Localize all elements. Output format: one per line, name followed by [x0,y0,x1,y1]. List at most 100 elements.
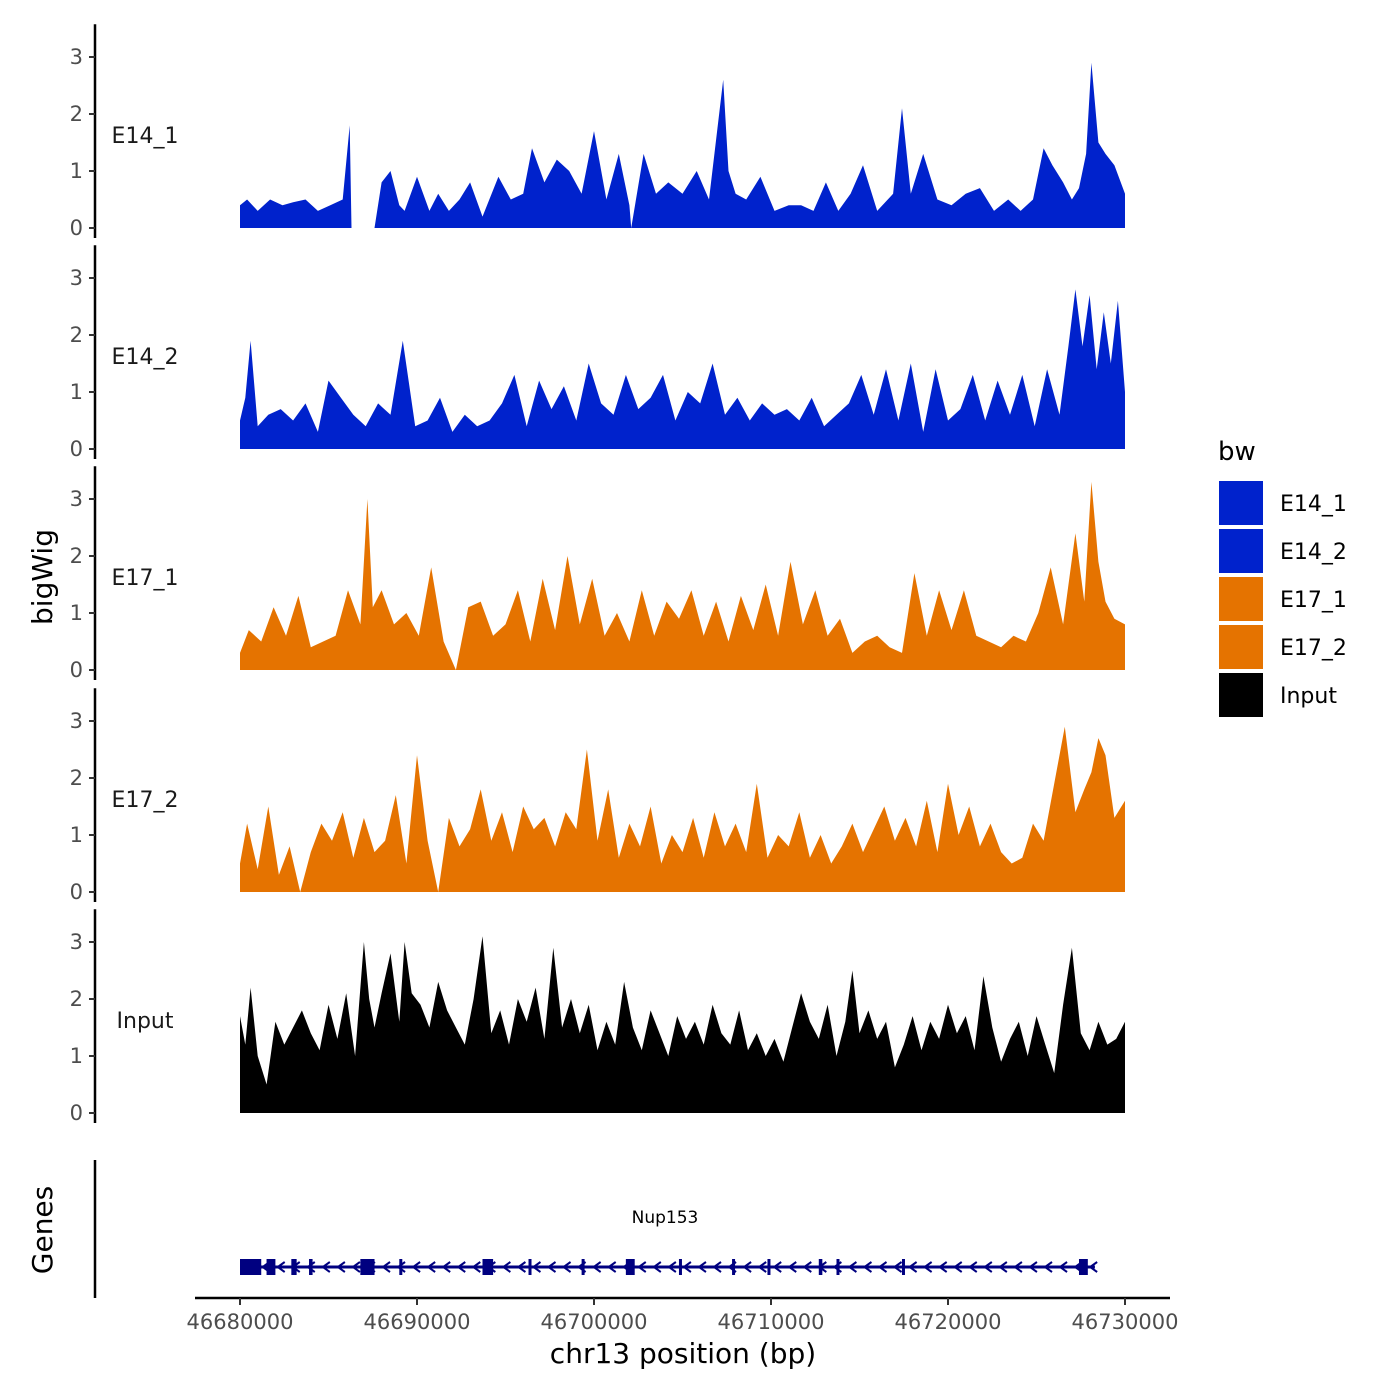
y-tick-label-Input-0: 0 [70,1101,83,1125]
legend-key-E14_1 [1219,481,1263,525]
strand-arrow [1028,1261,1038,1273]
legend-key-E17_2 [1219,625,1263,669]
y-tick-label-E17_1-3: 3 [70,487,83,511]
strand-arrow [922,1261,933,1273]
track-E14_2: 0 1 2 3 E14_2 [70,245,1125,461]
strand-arrow [742,1261,752,1273]
legend-label-E14_1: E14_1 [1280,492,1347,517]
exon-9 [581,1259,585,1275]
track-area-Input [240,936,1125,1113]
exon-12 [732,1259,736,1275]
exon-4 [309,1259,313,1275]
y-tick-label-E14_1-2: 2 [70,102,83,126]
y-tick-label-E17_1-0: 0 [70,658,83,682]
exon-11 [678,1259,682,1275]
x-tick-label-1: 46690000 [364,1310,471,1334]
strand-arrow [275,1261,286,1273]
track-label-E17_2: E17_2 [112,788,179,813]
y-tick-label-E17_2-3: 3 [70,709,83,733]
strand-arrow [441,1261,451,1273]
genes-track-title: Genes [26,1186,59,1274]
exon-13 [767,1259,771,1275]
y-tick-label-Input-3: 3 [70,930,83,954]
exon-6 [399,1259,403,1275]
strand-arrow [953,1261,963,1273]
legend-label-E17_2: E17_2 [1280,636,1347,661]
y-tick-label-E14_1-0: 0 [70,216,83,240]
track-label-E14_1: E14_1 [112,124,179,149]
strand-arrow [772,1261,782,1273]
legend-key-E17_1 [1219,577,1263,621]
y-tick-label-E14_1-1: 1 [70,159,83,183]
x-tick-label-4: 46720000 [895,1310,1002,1334]
track-label-E17_1: E17_1 [112,566,179,591]
track-label-E14_2: E14_2 [112,345,179,370]
track-area-E17_1 [240,481,1125,670]
tracks-layer: 0 1 2 3 E14_1 0 1 2 3 E14_2 0 1 2 3 E17_1 0 1 2 3 E17_2 0 1 2 3… [70,24,1125,1125]
exon-5 [360,1259,375,1275]
strand-arrow [667,1261,677,1273]
strand-arrow [411,1261,421,1273]
x-axis: 46680000 46690000 46700000 46710000 46720000… [187,1296,1179,1334]
track-Input: 0 1 2 3 Input [70,909,1125,1125]
exon-17 [1078,1259,1088,1275]
legend-title: bw [1218,437,1256,467]
legend-label-E14_2: E14_2 [1280,540,1347,565]
strand-arrow [682,1261,692,1273]
strand-arrow [321,1261,331,1273]
strand-arrow [351,1261,361,1273]
strand-arrow [1043,1261,1053,1273]
strand-arrow [1013,1261,1023,1273]
exon-15 [836,1259,840,1275]
x-tick-label-0: 46680000 [187,1310,294,1334]
strand-arrow [697,1261,707,1273]
strand-arrow [937,1261,948,1273]
exon-3 [291,1259,297,1275]
strand-arrow [757,1261,767,1273]
y-tick-label-E17_2-0: 0 [70,880,83,904]
strand-arrow [968,1261,978,1273]
legend: bw E14_1 E14_2 E17_1 E17_2 Input [1218,437,1347,717]
track-E17_2: 0 1 2 3 E17_2 [70,688,1125,904]
exon-16 [901,1259,905,1275]
genes-layer: Nup153 [93,1160,1098,1298]
y-tick-label-E14_2-1: 1 [70,380,83,404]
strand-arrow [847,1261,858,1273]
strand-arrow [998,1261,1008,1273]
strand-arrow [1058,1261,1068,1273]
strand-arrow [426,1261,436,1273]
strand-arrow [787,1261,797,1273]
track-E17_1: 0 1 2 3 E17_1 [70,466,1125,682]
y-tick-label-E14_2-2: 2 [70,323,83,347]
legend-label-E17_1: E17_1 [1280,588,1347,613]
strand-arrow [712,1261,722,1273]
strand-arrow [862,1261,873,1273]
strand-arrow [396,1261,406,1273]
strand-arrow [471,1261,481,1273]
y-tick-label-E17_2-2: 2 [70,766,83,790]
exon-7 [482,1259,494,1275]
y-tick-label-E14_1-3: 3 [70,45,83,69]
legend-label-Input: Input [1280,684,1337,709]
track-label-Input: Input [117,1009,174,1034]
x-axis-title: chr13 position (bp) [550,1337,816,1370]
strand-arrow [877,1261,888,1273]
x-tick-label-5: 46730000 [1072,1310,1179,1334]
strand-arrow [516,1261,527,1273]
track-area-E14_1 [240,62,1125,229]
exon-14 [818,1259,823,1275]
strand-arrow [456,1261,466,1273]
exon-2 [266,1259,276,1275]
x-tick-label-2: 46700000 [541,1310,648,1334]
exon-1 [240,1259,262,1275]
y-tick-label-Input-1: 1 [70,1044,83,1068]
strand-arrow [652,1261,662,1273]
strand-arrow [546,1261,557,1273]
legend-key-E14_2 [1219,529,1263,573]
y-tick-label-E17_1-2: 2 [70,544,83,568]
track-area-E17_2 [240,726,1125,892]
exon-10 [625,1259,635,1275]
